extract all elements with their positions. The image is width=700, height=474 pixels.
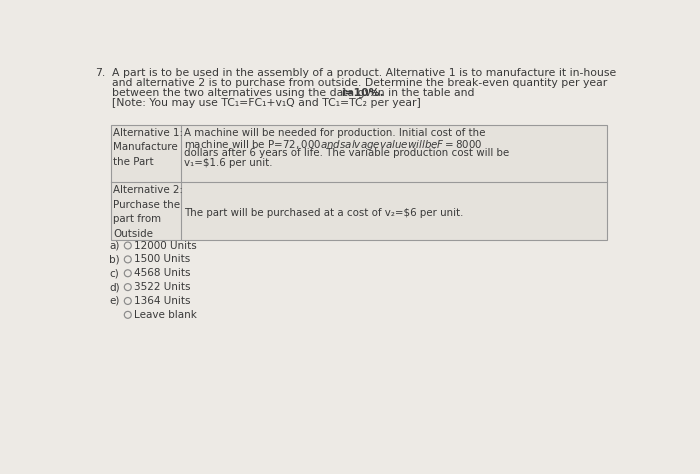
Text: A part is to be used in the assembly of a product. Alternative 1 is to manufactu: A part is to be used in the assembly of … [112, 68, 617, 78]
Text: i=10%.: i=10%. [342, 88, 384, 98]
Text: v₁=$1.6 per unit.: v₁=$1.6 per unit. [183, 158, 272, 168]
Text: 1364 Units: 1364 Units [134, 296, 191, 306]
Text: b): b) [109, 255, 120, 264]
Text: e): e) [109, 296, 120, 306]
Text: and alternative 2 is to purchase from outside. Determine the break-even quantity: and alternative 2 is to purchase from ou… [112, 78, 608, 88]
Text: 3522 Units: 3522 Units [134, 282, 191, 292]
Text: Alternative 1:
Manufacture
the Part: Alternative 1: Manufacture the Part [113, 128, 183, 166]
Text: 1500 Units: 1500 Units [134, 255, 190, 264]
Text: dollars after 6 years of life. The variable production cost will be: dollars after 6 years of life. The varia… [183, 148, 509, 158]
Text: d): d) [109, 282, 120, 292]
Text: machine will be P=$72,000 and salvage value will be F=$8000: machine will be P=$72,000 and salvage va… [183, 138, 482, 152]
Text: c): c) [109, 268, 119, 278]
Text: Alternative 2:
Purchase the
part from
Outside: Alternative 2: Purchase the part from Ou… [113, 185, 183, 239]
Text: a): a) [109, 240, 120, 251]
Text: A machine will be needed for production. Initial cost of the: A machine will be needed for production.… [183, 128, 485, 138]
Text: The part will be purchased at a cost of v₂=$6 per unit.: The part will be purchased at a cost of … [183, 208, 463, 218]
Text: 7.: 7. [95, 68, 106, 78]
Text: Leave blank: Leave blank [134, 310, 197, 320]
Text: between the two alternatives using the data gven in the table and: between the two alternatives using the d… [112, 88, 478, 98]
Text: [Note: You may use TC₁=FC₁+v₁Q and TC₁=TC₂ per year]: [Note: You may use TC₁=FC₁+v₁Q and TC₁=T… [112, 98, 421, 108]
Bar [111, 125, 607, 240]
Text: 12000 Units: 12000 Units [134, 240, 197, 251]
Text: 4568 Units: 4568 Units [134, 268, 191, 278]
